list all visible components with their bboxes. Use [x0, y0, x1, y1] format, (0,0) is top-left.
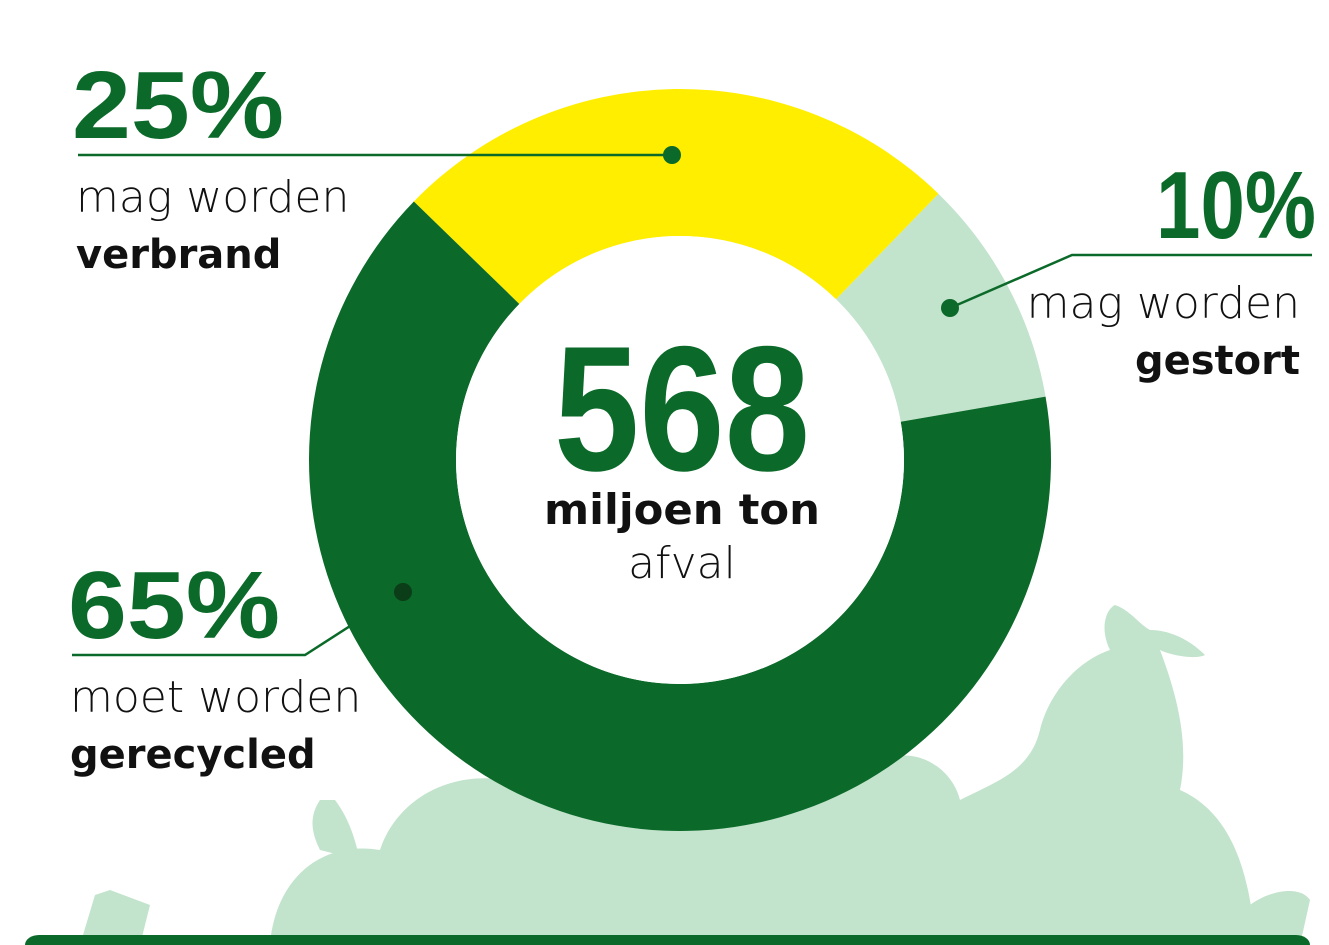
bottom-bar — [25, 935, 1310, 945]
leader-dot — [941, 299, 959, 317]
category-prefix: mag worden — [1027, 278, 1300, 329]
donut — [309, 89, 1051, 831]
total-value: 568 — [554, 309, 810, 508]
category-label: gerecycled — [70, 732, 316, 778]
donut-segment — [413, 89, 939, 304]
donut-hole — [456, 236, 904, 684]
value-label: 25% — [72, 52, 284, 159]
value-label: 65% — [68, 552, 280, 659]
total-unit: afval — [628, 538, 736, 589]
total-label: miljoen ton — [544, 485, 820, 534]
value-label: 10% — [1156, 152, 1316, 259]
leader-line — [72, 590, 404, 657]
category-label: gestort — [1135, 338, 1300, 384]
category-label: verbrand — [76, 232, 281, 278]
category-prefix: mag worden — [76, 172, 349, 223]
leader-dot — [394, 583, 412, 601]
category-prefix: moet worden — [70, 672, 361, 723]
leader-line — [949, 253, 1312, 310]
leader-dot — [663, 146, 681, 164]
donut-segment — [836, 193, 1046, 422]
donut-segment — [309, 201, 1051, 831]
